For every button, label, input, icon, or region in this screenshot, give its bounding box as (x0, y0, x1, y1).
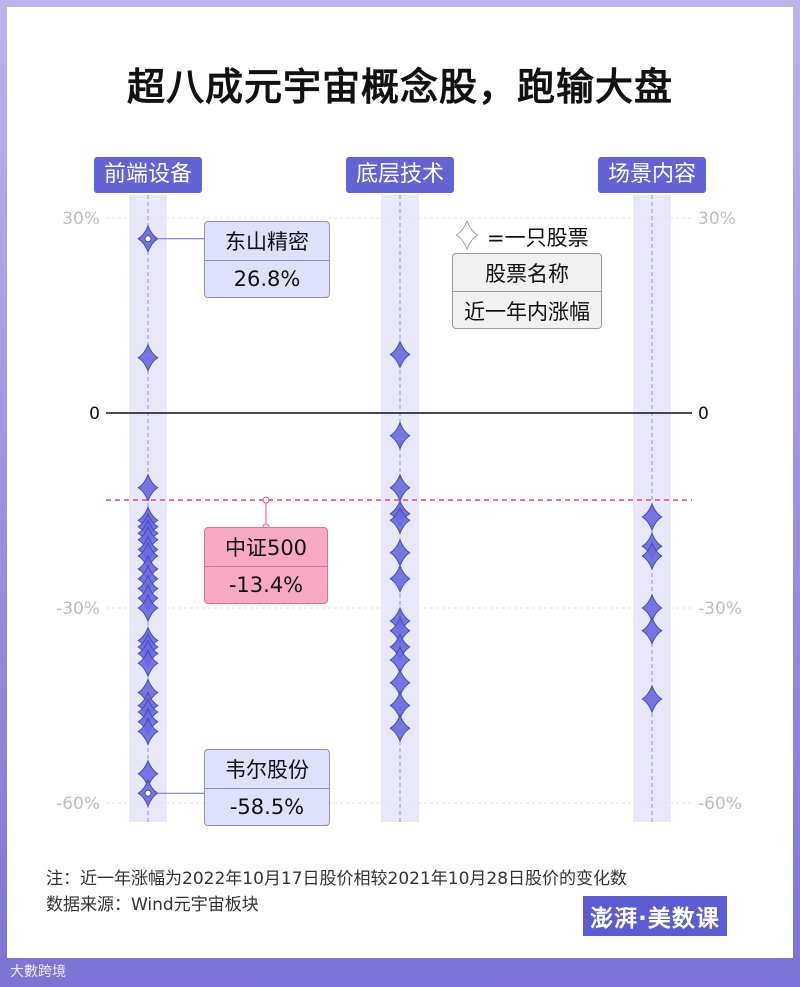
annotation-top-stock: 东山精密 26.8% (204, 221, 330, 298)
top-annotation-dot (144, 235, 152, 243)
legend-box: 股票名称 近一年内涨幅 (452, 253, 602, 329)
legend-change-label: 近一年内涨幅 (453, 291, 601, 329)
stock-marker-1-4 (389, 505, 411, 535)
annotation-top-stock-name: 东山精密 (225, 229, 309, 254)
annotation-bottom-stock-name: 韦尔股份 (225, 757, 309, 782)
benchmark-name: 中证500 (224, 535, 308, 560)
stock-marker-2-0 (641, 502, 663, 532)
category-label-scene-content: 场景内容 (597, 157, 707, 193)
ytick-label-right-0: 30% (698, 209, 736, 229)
ytick-label-right-2: -30% (698, 599, 742, 619)
ytick-label-left-0: 30% (62, 209, 100, 229)
stock-marker-0-17 (137, 648, 159, 678)
stock-marker-1-13 (389, 713, 411, 743)
category-label-base-tech: 底层技术 (345, 157, 455, 193)
stock-marker-2-4 (641, 616, 663, 646)
footnote-note: 注：近一年涨幅为2022年10月17日股价相较2021年10月28日股价的变化数 (46, 869, 628, 889)
benchmark-leader-dot (262, 496, 270, 504)
stock-marker-1-6 (389, 564, 411, 594)
category-label-front-devices: 前端设备 (93, 157, 203, 193)
brand-logo: 澎湃·美数课 (583, 896, 727, 936)
stock-marker-0-22 (137, 717, 159, 746)
legend-marker (455, 219, 479, 251)
stock-marker-0-13 (137, 593, 159, 623)
bottom-annotation-dot (144, 789, 152, 797)
annotation-top-stock-change: 26.8% (205, 259, 329, 299)
benchmark-change: -13.4% (205, 565, 327, 605)
ytick-label-right-3: -60% (698, 794, 742, 814)
footnote: 注：近一年涨幅为2022年10月17日股价相较2021年10月28日股价的变化数… (46, 866, 627, 918)
ytick-label-left-2: -30% (56, 599, 100, 619)
ytick-label-left-3: -60% (56, 794, 100, 814)
page-title: 超八成元宇宙概念股，跑输大盘 (126, 65, 673, 109)
stock-marker-2-5 (641, 684, 663, 714)
watermark: 大數跨境 (10, 964, 66, 980)
legend-name-label: 股票名称 (485, 261, 569, 286)
stock-marker-0-2 (137, 473, 159, 503)
stock-marker-2-2 (641, 541, 663, 571)
stock-marker-0-1 (137, 343, 159, 373)
legend-marker-label: =一只股票 (487, 226, 589, 250)
stock-marker-1-1 (389, 421, 411, 451)
footnote-source: 数据来源：Wind元宇宙板块 (46, 895, 259, 915)
stock-marker-1-0 (389, 340, 411, 369)
benchmark-annotation: 中证500 -13.4% (204, 527, 328, 604)
annotation-bottom-stock-change: -58.5% (205, 787, 329, 827)
annotation-bottom-stock: 韦尔股份 -58.5% (204, 749, 330, 826)
ytick-label-right-1: 0 (698, 404, 709, 424)
ytick-label-left-1: 0 (89, 404, 100, 424)
